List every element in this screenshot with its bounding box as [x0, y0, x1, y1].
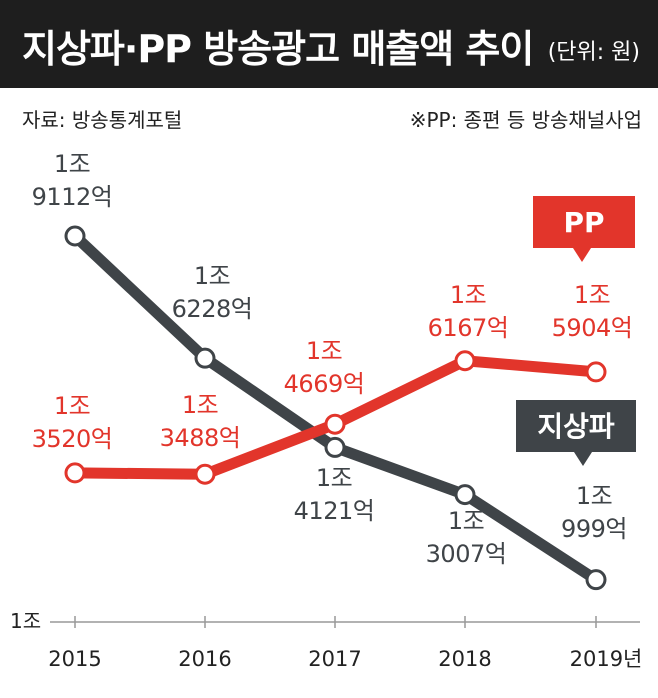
pp-value-label-2-line1: 4669억 — [284, 370, 365, 398]
pp-value-label-1-line1: 3488억 — [160, 424, 241, 452]
pp-point-1 — [194, 463, 216, 485]
note-text: ※PP: 종편 등 방송채널사업 — [409, 108, 642, 132]
broadcast-badge-pointer — [574, 452, 592, 466]
broadcast-badge-label: 지상파 — [537, 410, 615, 443]
pp-value-label-4-line0: 1조 — [574, 281, 610, 309]
broadcast-point-3 — [454, 484, 476, 506]
pp-badge — [533, 196, 635, 248]
broadcast-value-label-4-line0: 1조 — [576, 482, 612, 510]
broadcast-value-label-3-line0: 1조 — [448, 507, 484, 535]
broadcast-point-0 — [64, 225, 86, 247]
pp-value-label-2-line0: 1조 — [306, 337, 342, 365]
pp-value-label-3-line1: 6167억 — [428, 314, 509, 342]
broadcast-value-label-2-line1: 4121억 — [294, 497, 375, 525]
pp-value-label-0-line0: 1조 — [54, 392, 90, 420]
broadcast-value-label-4-line1: 999억 — [561, 515, 627, 543]
broadcast-value-label-0-line0: 1조 — [54, 150, 90, 178]
broadcast-point-1 — [194, 347, 216, 369]
x-tick-label-0: 2015 — [48, 647, 101, 671]
broadcast-value-label-1-line0: 1조 — [194, 262, 230, 290]
broadcast-badge — [516, 400, 636, 452]
chart-title: 지상파·PP 방송광고 매출액 추이 — [22, 27, 534, 71]
pp-value-label-1-line0: 1조 — [182, 391, 218, 419]
pp-value-label-0-line1: 3520억 — [32, 425, 113, 453]
x-tick-label-3: 2018 — [438, 647, 491, 671]
title-bar: 지상파·PP 방송광고 매출액 추이 (단위: 원) — [0, 0, 658, 88]
pp-value-label-3-line0: 1조 — [450, 281, 486, 309]
unit-label: (단위: 원) — [547, 40, 640, 65]
pp-point-0 — [64, 462, 86, 484]
broadcast-point-2 — [324, 436, 346, 458]
source-text: 자료: 방송통계포털 — [22, 108, 183, 132]
x-tick-label-4: 2019년 — [570, 647, 643, 671]
x-tick-label-2: 2017 — [308, 647, 361, 671]
broadcast-value-label-3-line1: 3007억 — [426, 540, 507, 568]
broadcast-value-label-2-line0: 1조 — [316, 464, 352, 492]
broadcast-point-4 — [585, 569, 607, 591]
x-tick-label-1: 2016 — [178, 647, 231, 671]
y-axis-label: 1조 — [10, 609, 41, 633]
broadcast-value-label-0-line1: 9112억 — [32, 183, 113, 211]
pp-value-label-4-line1: 5904억 — [552, 314, 633, 342]
pp-badge-label: PP — [563, 206, 604, 239]
pp-point-4 — [585, 361, 607, 383]
pp-point-3 — [454, 350, 476, 372]
broadcast-value-label-1-line1: 6228억 — [172, 295, 253, 323]
pp-point-2 — [324, 413, 346, 435]
pp-badge-pointer — [573, 248, 591, 262]
